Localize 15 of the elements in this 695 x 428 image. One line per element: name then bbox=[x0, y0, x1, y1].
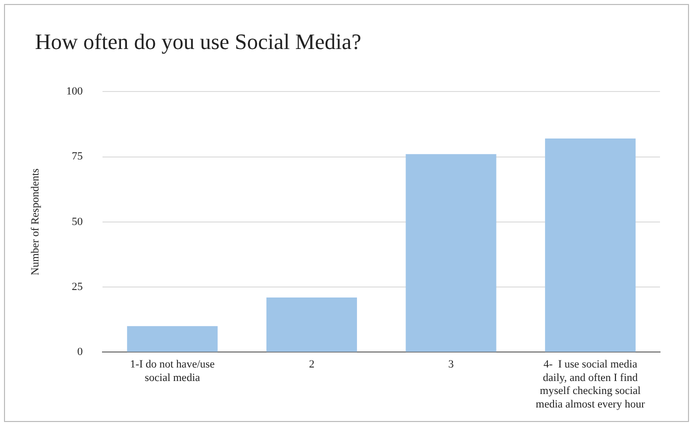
y-tick-label: 50 bbox=[72, 216, 84, 228]
bar bbox=[266, 297, 357, 352]
x-tick-label: 3 bbox=[448, 358, 454, 371]
x-tick-label: 2 bbox=[308, 358, 314, 371]
chart-title: How often do you use Social Media? bbox=[35, 29, 362, 55]
x-tick-label: 4- I use social media daily, and often I find myself checking social media almost every hour bbox=[536, 358, 646, 410]
y-tick-label: 100 bbox=[66, 85, 84, 98]
x-tick-label: 1-I do not have/use social media bbox=[130, 358, 215, 384]
bar bbox=[406, 154, 496, 352]
y-tick-label: 75 bbox=[72, 150, 84, 163]
y-axis-title: Number of Respondents bbox=[29, 168, 42, 276]
y-tick-label: 25 bbox=[72, 280, 84, 293]
y-tick-label: 0 bbox=[77, 346, 84, 358]
bar bbox=[545, 138, 636, 352]
bar bbox=[127, 326, 218, 352]
